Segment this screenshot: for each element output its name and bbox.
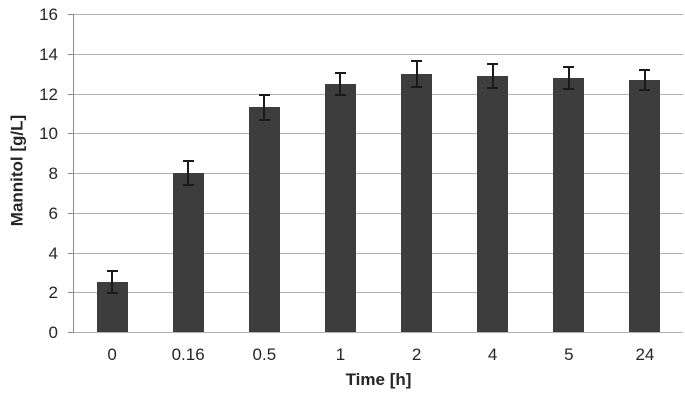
- error-bar-top-cap: [258, 93, 270, 96]
- error-bar-bottom-cap: [411, 85, 423, 88]
- error-bar-top-cap: [106, 270, 118, 273]
- error-bar-bottom-cap: [258, 119, 270, 122]
- bar: [477, 75, 509, 332]
- error-bar: [263, 93, 266, 122]
- y-gridline: [74, 292, 683, 294]
- error-bar-top-cap: [182, 160, 194, 163]
- x-tick-label: 0.16: [171, 345, 205, 364]
- y-gridline: [74, 93, 683, 95]
- x-tick-label: 0: [107, 345, 117, 364]
- error-bar-top-cap: [639, 68, 651, 71]
- error-bar-top-cap: [411, 59, 423, 62]
- bar: [553, 77, 585, 332]
- bar: [172, 173, 204, 332]
- error-bar-bottom-cap: [639, 88, 651, 91]
- error-bar: [491, 62, 494, 89]
- y-tick-label: 8: [48, 164, 58, 183]
- error-bar: [567, 65, 570, 90]
- y-gridline: [74, 212, 683, 214]
- error-bar-top-cap: [563, 65, 575, 68]
- x-tick-label: 4: [487, 345, 498, 364]
- y-axis-title: Mannitol [g/L]: [7, 114, 27, 227]
- error-bar-bottom-cap: [182, 183, 194, 186]
- x-tick-label: 0.5: [252, 345, 277, 364]
- error-bar-bottom-cap: [106, 292, 118, 295]
- y-tick-mark: [68, 332, 73, 333]
- y-gridline: [74, 133, 683, 135]
- y-tick-mark: [68, 53, 73, 55]
- y-tick-label: 4: [48, 243, 58, 263]
- y-gridline: [74, 173, 683, 174]
- y-axis-line: [73, 14, 74, 333]
- y-tick-mark: [68, 173, 73, 174]
- y-tick-mark: [68, 212, 73, 214]
- y-tick-label: 0: [48, 323, 58, 342]
- x-tick-label: 1: [335, 345, 346, 364]
- y-tick-mark: [68, 14, 73, 15]
- y-tick-label: 16: [39, 5, 58, 24]
- y-tick-label: 6: [48, 203, 58, 223]
- x-tick-label: 24: [635, 345, 655, 364]
- y-gridline: [74, 53, 683, 55]
- error-bar-top-cap: [334, 71, 346, 74]
- y-tick-label: 12: [39, 84, 58, 104]
- bar: [324, 83, 356, 332]
- y-tick-mark: [68, 133, 73, 135]
- y-gridline: [74, 332, 683, 333]
- y-tick-label: 14: [39, 44, 58, 64]
- y-tick-mark: [68, 93, 73, 95]
- y-tick-mark: [68, 292, 73, 294]
- x-axis-title: Time [h]: [345, 370, 412, 389]
- x-tick-label: 5: [564, 345, 574, 364]
- bar: [401, 73, 433, 332]
- x-tick-label: 2: [411, 345, 422, 364]
- bar: [629, 79, 661, 332]
- y-gridline: [74, 252, 683, 254]
- y-tick-label: 10: [39, 124, 58, 144]
- error-bar: [187, 160, 190, 186]
- y-tick-label: 2: [48, 283, 58, 303]
- error-bar: [111, 270, 114, 295]
- error-bar: [643, 68, 646, 91]
- error-bar-bottom-cap: [334, 93, 346, 96]
- error-bar-bottom-cap: [563, 87, 575, 90]
- error-bar-top-cap: [487, 62, 499, 65]
- error-bar: [339, 71, 342, 96]
- y-tick-mark: [68, 252, 73, 254]
- y-gridline: [74, 14, 683, 15]
- bar: [248, 107, 280, 332]
- error-bar-bottom-cap: [487, 86, 499, 89]
- error-bar: [415, 59, 418, 88]
